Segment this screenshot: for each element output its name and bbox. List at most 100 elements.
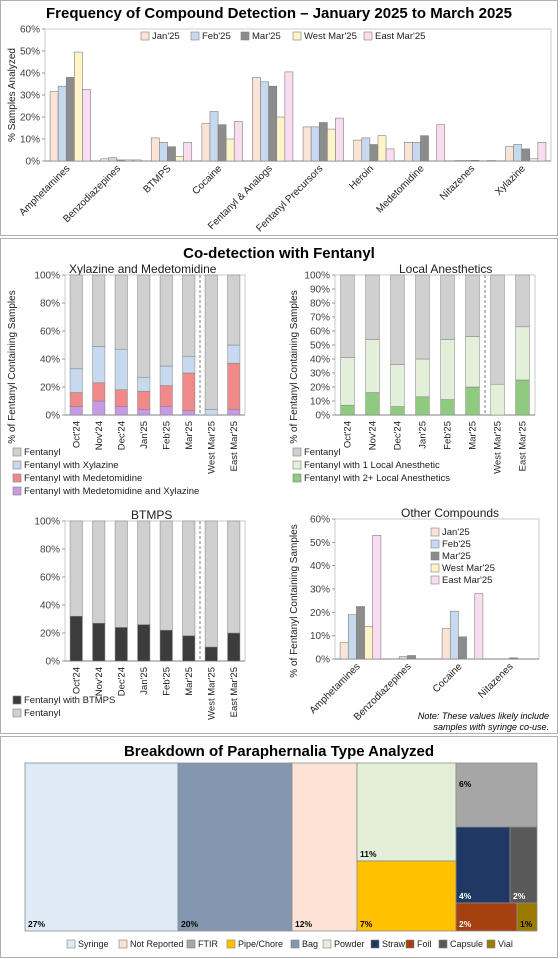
xm-bar-jan-25-fentanyl-with-xylazine xyxy=(137,376,151,392)
oc-legend-label-west-mar-25: West Mar'25 xyxy=(442,563,495,574)
p1-bar-fentanyl-precursors-jan-25 xyxy=(302,126,312,162)
la-legend-swatch-fentanyl xyxy=(292,447,302,457)
xm-bar-feb-25-fentanyl-with-xylazine xyxy=(159,365,173,386)
p1-xtick-label: Heroin xyxy=(347,163,376,192)
bt-bar-east-mar-25-fentanyl xyxy=(227,520,241,634)
p1-bar-amphetamines-jan-25 xyxy=(49,91,59,162)
p1-ytick-label: 0% xyxy=(26,157,41,168)
treemap-cell-ftir xyxy=(177,762,293,932)
bt-bar-mar-25-fentanyl-with-btmps xyxy=(182,635,196,662)
bt-xtick-label: Feb'25 xyxy=(161,667,172,696)
oc-bar-cocaine-jan-25 xyxy=(441,628,451,660)
p1-legend-swatch-west-mar-25 xyxy=(292,31,302,41)
xm-bar-nov-24-fentanyl-with-xylazine xyxy=(92,346,106,384)
bt-ytick-label: 40% xyxy=(40,601,60,612)
p1-bar-cocaine-west-mar-25 xyxy=(225,138,235,162)
p1-xtick-label: Cocaine xyxy=(190,163,224,197)
treemap-label-not-reported: 12% xyxy=(295,919,312,929)
oc-legend-swatch-feb-25 xyxy=(430,539,440,549)
xm-bar-east-mar-25-fentanyl-with-medetomidine xyxy=(227,362,241,410)
treemap-legend-swatch-not-reported xyxy=(118,939,128,949)
treemap-label-pipe-chore: 7% xyxy=(360,919,373,929)
la-bar-jan-25-fentanyl-with-1-local-anesthetic xyxy=(415,358,430,398)
p1-bar-xylazine-feb-25 xyxy=(513,144,522,162)
treemap-legend-swatch-vial xyxy=(486,939,496,949)
la-bar-east-mar-25-fentanyl-with-2-local-anesthetics xyxy=(515,379,530,416)
p1-bar-fentanyl-analogs-mar-25 xyxy=(268,85,278,162)
p1-bar-btmps-jan-25 xyxy=(150,137,160,162)
compound-frequency-chart: 0%10%20%30%40%50%60%AmphetaminesBenzodia… xyxy=(7,25,552,234)
xm-bar-nov-24-fentanyl-with-medetomidine xyxy=(92,382,106,402)
la-ytick-label: 30% xyxy=(310,369,330,380)
oc-legend-label-feb-25: Feb'25 xyxy=(442,539,471,550)
xm-legend-swatch-fentanyl xyxy=(12,447,22,457)
bt-ytick-label: 80% xyxy=(40,545,60,556)
la-xtick-label: Jan'25 xyxy=(418,421,429,449)
p1-bar-fentanyl-analogs-east-mar-25 xyxy=(284,71,294,162)
oc-ytick-label: 0% xyxy=(316,655,331,666)
bt-bar-west-mar-25-fentanyl-with-btmps xyxy=(204,646,218,662)
la-legend-label-fentanyl-with-2-local-anesthetics: Fentanyl with 2+ Local Anesthetics xyxy=(304,473,450,484)
p1-xtick-label: BTMPS xyxy=(141,163,173,195)
la-bar-oct-24-fentanyl xyxy=(340,274,355,358)
oc-xtick-label: Amphetamines xyxy=(308,661,363,716)
xm-legend-label-fentanyl: Fentanyl xyxy=(24,447,60,458)
p1-bar-nitazenes-mar-25 xyxy=(470,160,480,162)
treemap-legend-label-capsule: Capsule xyxy=(450,939,483,949)
xm-bar-mar-25-fentanyl xyxy=(182,274,196,357)
xm-xtick-label: West Mar'25 xyxy=(206,421,217,474)
xm-bar-dec-24-fentanyl-with-medetomidine xyxy=(114,389,128,407)
oc-bar-nitazenes-mar-25 xyxy=(509,657,518,660)
p1-bar-benzodiazepines-jan-25 xyxy=(100,158,110,162)
p1-bar-xylazine-jan-25 xyxy=(505,146,514,162)
p1-xtick-label: Amphetamines xyxy=(17,163,72,218)
xm-legend-swatch-fentanyl-with-xylazine xyxy=(12,460,22,470)
p1-legend-label-feb-25: Feb'25 xyxy=(202,31,231,42)
bt-bar-jan-25-fentanyl-with-btmps xyxy=(137,624,151,662)
bt-legend-swatch-fentanyl-with-btmps xyxy=(12,695,22,705)
p1-bar-medetomidine-jan-25 xyxy=(403,142,413,162)
xm-bar-feb-25-fentanyl-with-medetomidine-and-xylazine xyxy=(159,406,173,416)
treemap-label-vial: 1% xyxy=(520,919,533,929)
p1-bar-benzodiazepines-east-mar-25 xyxy=(132,159,142,162)
xm-ytick-label: 100% xyxy=(34,271,60,282)
p1-legend-swatch-east-mar-25 xyxy=(363,31,373,41)
xm-bar-oct-24-fentanyl-with-medetomidine-and-xylazine xyxy=(69,406,83,416)
p1-ytick-label: 60% xyxy=(20,25,40,36)
p1-y-axis-label: % Samples Analyzed xyxy=(7,48,18,142)
la-bar-nov-24-fentanyl-with-1-local-anesthetic xyxy=(365,339,380,393)
p1-bar-fentanyl-precursors-west-mar-25 xyxy=(327,128,336,162)
xm-bar-feb-25-fentanyl xyxy=(159,274,173,367)
la-ytick-label: 90% xyxy=(310,285,330,296)
p1-legend-swatch-jan-25 xyxy=(140,31,150,41)
la-legend-label-fentanyl-with-1-local-anesthetic: Fentanyl with 1 Local Anesthetic xyxy=(304,460,440,471)
bt-bar-nov-24-fentanyl-with-btmps xyxy=(92,622,106,662)
treemap-legend-swatch-pipe-chore xyxy=(226,939,236,949)
xm-xtick-label: Feb'25 xyxy=(161,421,172,450)
xm-xtick-label: Mar'25 xyxy=(184,421,195,450)
oc-legend-swatch-west-mar-25 xyxy=(430,563,440,573)
bt-bar-dec-24-fentanyl xyxy=(114,520,128,628)
bt-legend-label-fentanyl: Fentanyl xyxy=(24,708,60,719)
p1-bar-benzodiazepines-mar-25 xyxy=(116,159,126,162)
p1-bar-fentanyl-analogs-west-mar-25 xyxy=(276,116,286,162)
treemap-cell-not-reported xyxy=(291,762,358,932)
bt-legend-label-fentanyl-with-btmps: Fentanyl with BTMPS xyxy=(24,695,115,706)
oc-bar-amphetamines-mar-25 xyxy=(356,606,365,660)
p1-bar-medetomidine-mar-25 xyxy=(420,135,429,162)
xm-subtitle: Xylazine and Medetomidine xyxy=(69,263,217,276)
compound-frequency-panel: Frequency of Compound Detection – Januar… xyxy=(0,0,558,236)
la-ytick-label: 0% xyxy=(316,411,331,422)
bt-ytick-label: 20% xyxy=(40,629,60,640)
la-bar-jan-25-fentanyl xyxy=(415,274,430,360)
xm-bar-jan-25-fentanyl-with-medetomidine xyxy=(137,390,151,410)
p1-bar-medetomidine-feb-25 xyxy=(412,142,421,162)
xm-bar-dec-24-fentanyl-with-xylazine xyxy=(114,348,128,391)
bt-subtitle: BTMPS xyxy=(131,508,172,522)
xm-legend-label-fentanyl-with-medetomidine-and-xylazine: Fentanyl with Medetomidine and Xylazine xyxy=(24,486,199,497)
p1-legend-label-west-mar-25: West Mar'25 xyxy=(304,31,357,42)
oc-subtitle: Other Compounds xyxy=(401,506,499,520)
xm-xtick-label: Oct'24 xyxy=(71,421,82,448)
treemap-label-capsule: 2% xyxy=(513,891,526,901)
p1-ytick-label: 40% xyxy=(20,69,40,80)
